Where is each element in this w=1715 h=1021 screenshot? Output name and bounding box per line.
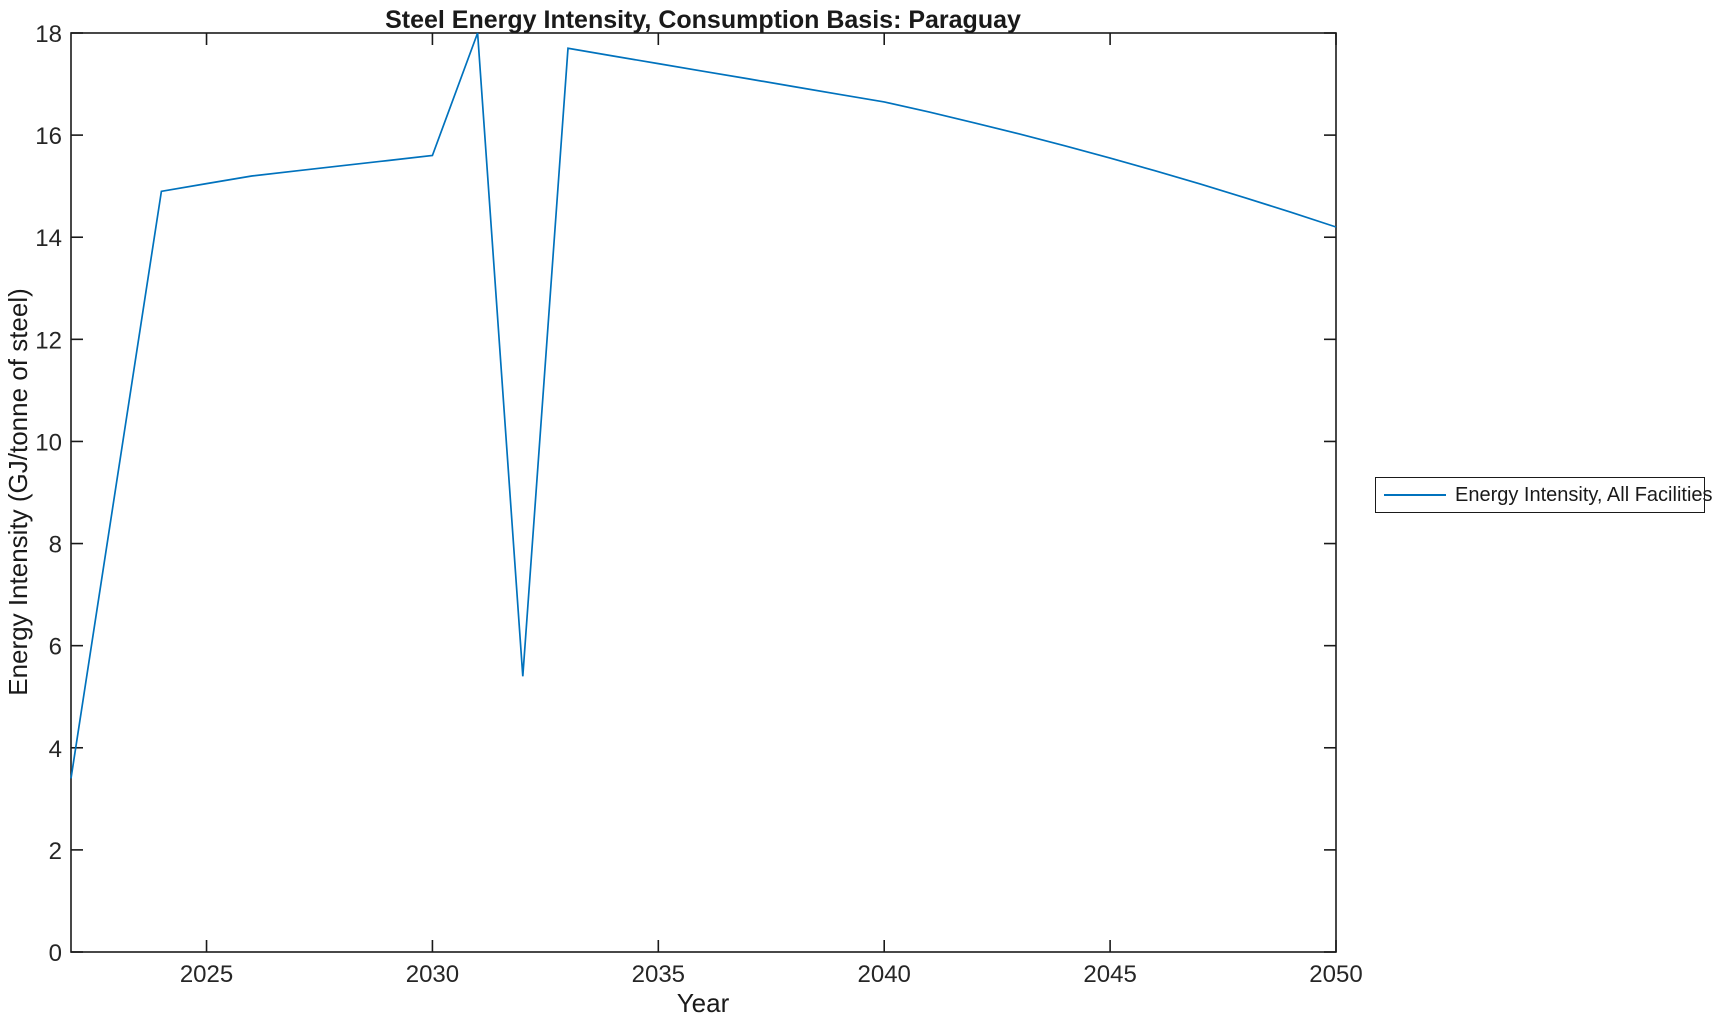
y-tick-label: 10 (35, 429, 62, 456)
legend-sample-line (1384, 494, 1446, 496)
x-tick-label: 2040 (858, 961, 911, 988)
y-tick-label: 12 (35, 327, 62, 354)
y-tick-label: 8 (49, 532, 62, 559)
data-line (70, 32, 1337, 779)
axes-layer: 2025 2030 2035 2040 2045 2050 0 2 4 6 8 10 12 14 16 18 (35, 21, 1362, 988)
legend-entry-label: Energy Intensity, All Facilities (1455, 483, 1713, 506)
y-tick-label: 4 (49, 736, 62, 763)
y-tick-label: 16 (35, 123, 62, 150)
x-tick-label: 2045 (1083, 961, 1136, 988)
x-tick-label: 2025 (180, 961, 233, 988)
series-layer (70, 32, 1337, 779)
x-tick-label: 2035 (632, 961, 685, 988)
y-tick-label: 6 (49, 634, 62, 661)
x-tick-label: 2050 (1309, 961, 1362, 988)
plot-border (70, 32, 1337, 953)
y-tick-label: 2 (49, 838, 62, 865)
y-axis-label: Energy Intensity (GJ/tonne of steel) (3, 288, 33, 696)
chart-title: Steel Energy Intensity, Consumption Basi… (385, 6, 1021, 34)
x-axis-label: Year (677, 988, 730, 1018)
legend-box: Energy Intensity, All Facilities (1375, 477, 1713, 513)
y-tick-label: 18 (35, 21, 62, 48)
y-tick-label: 14 (35, 225, 62, 252)
y-tick-label: 0 (49, 940, 62, 967)
x-tick-label: 2030 (406, 961, 459, 988)
